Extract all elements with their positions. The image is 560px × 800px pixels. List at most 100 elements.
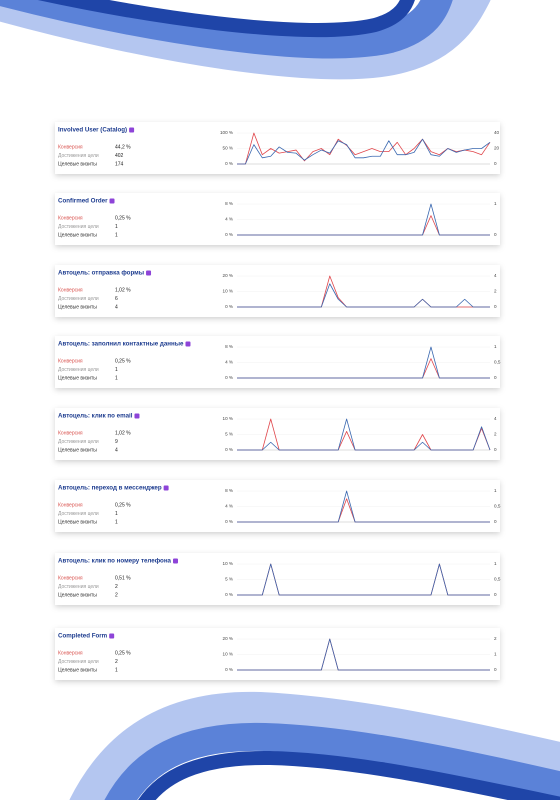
y-tick-label: 10 % xyxy=(223,652,233,657)
metric-value: 1,02 % xyxy=(115,287,131,293)
metric-value: 6 xyxy=(115,296,118,302)
metric-value: 402 xyxy=(115,153,124,159)
y-tick-label: 20 % xyxy=(223,636,233,641)
y-tick-label: 0 % xyxy=(225,592,233,597)
metric-value: 2 xyxy=(115,659,118,665)
y2-tick-label: 0 xyxy=(494,304,497,309)
metric-value: 0,25 % xyxy=(115,358,131,364)
y2-tick-label: 2 xyxy=(494,289,497,294)
y2-tick-label: 0 xyxy=(494,375,497,380)
metric-value: 4 xyxy=(115,447,118,453)
y2-tick-label: 0 xyxy=(494,447,497,452)
title-icon xyxy=(185,341,191,347)
series-line xyxy=(237,418,491,451)
y-tick-label: 5 % xyxy=(225,577,233,582)
metric-value: 0,25 % xyxy=(115,502,131,508)
y2-tick-label: 1 xyxy=(494,652,497,657)
y2-tick-label: 4 xyxy=(494,416,497,421)
metric-label: Достижения цели xyxy=(58,367,99,373)
series-line xyxy=(237,563,490,596)
y2-tick-label: 0 xyxy=(494,592,497,597)
card-background xyxy=(55,553,500,605)
card-title: Автоцель: клик по email xyxy=(58,413,133,420)
metric-value: 0,51 % xyxy=(115,575,131,581)
series-line xyxy=(237,203,490,236)
card-title: Автоцель: заполнил контактные данные xyxy=(58,341,184,348)
y-tick-label: 4 % xyxy=(225,360,233,365)
metric-label: Конверсия xyxy=(58,215,83,221)
y-tick-label: 4 % xyxy=(225,504,233,509)
y-tick-label: 100 % xyxy=(220,130,233,135)
title-icon xyxy=(134,413,140,419)
metric-label: Достижения цели xyxy=(58,511,99,517)
metric-value: 0,25 % xyxy=(115,215,131,221)
y-tick-label: 20 % xyxy=(223,273,233,278)
series-line xyxy=(237,490,490,523)
title-icon xyxy=(109,198,115,204)
title-icon xyxy=(129,127,135,133)
y-tick-label: 4 % xyxy=(225,217,233,222)
series-line xyxy=(237,638,490,671)
metric-label: Целевые визиты xyxy=(58,232,97,238)
title-icon xyxy=(163,485,169,491)
y-tick-label: 0 % xyxy=(225,447,233,452)
goal-card: Автоцель: отправка формы Конверсия 1,02 % Д… xyxy=(55,265,500,317)
metric-label: Достижения цели xyxy=(58,296,99,302)
title-icon xyxy=(173,558,178,564)
y2-tick-label: 0 xyxy=(494,667,497,672)
metric-label: Конверсия xyxy=(58,144,83,150)
metric-label: Достижения цели xyxy=(58,439,99,445)
y2-tick-label: 1 xyxy=(494,488,497,493)
y-tick-label: 8 % xyxy=(225,344,233,349)
card-title: Involved User (Catalog) xyxy=(58,127,127,134)
metric-label: Конверсия xyxy=(58,287,83,293)
metric-value: 1 xyxy=(115,519,118,525)
goal-card: Involved User (Catalog) Конверсия 44,2 % До… xyxy=(55,122,500,174)
metric-label: Конверсия xyxy=(58,430,83,436)
y2-tick-label: 1 xyxy=(494,561,497,566)
metric-label: Достижения цели xyxy=(58,659,99,665)
card-background xyxy=(55,628,500,680)
y-tick-label: 0 % xyxy=(225,667,233,672)
y-tick-label: 0 % xyxy=(225,375,233,380)
metric-label: Целевые визиты xyxy=(58,667,97,673)
metric-value: 1 xyxy=(115,367,118,373)
goal-card: Confirmed Order Конверсия 0,25 % Достижения… xyxy=(55,193,500,245)
y2-tick-label: 2 xyxy=(494,432,497,437)
metric-value: 0,25 % xyxy=(115,650,131,656)
y-tick-label: 8 % xyxy=(225,201,233,206)
card-background xyxy=(55,480,500,532)
series-line xyxy=(237,283,490,308)
y2-tick-label: 2 xyxy=(494,636,497,641)
metric-label: Целевые визиты xyxy=(58,447,97,453)
y-tick-label: 0 % xyxy=(225,519,233,524)
y-tick-label: 0 % xyxy=(225,161,233,166)
y-tick-label: 50 % xyxy=(223,146,233,151)
goal-card: Автоцель: переход в мессенджер Конверсия 0… xyxy=(55,480,501,532)
metric-label: Целевые визиты xyxy=(58,161,97,167)
metric-value: 1 xyxy=(115,375,118,381)
y-tick-label: 10 % xyxy=(223,561,233,566)
y2-tick-label: 1 xyxy=(494,344,497,349)
metric-value: 1 xyxy=(115,224,118,230)
card-title: Confirmed Order xyxy=(58,198,108,205)
bottom-waves xyxy=(69,691,560,800)
metric-label: Конверсия xyxy=(58,358,83,364)
y-tick-label: 10 % xyxy=(223,416,233,421)
metric-value: 4 xyxy=(115,304,118,310)
metric-label: Достижения цели xyxy=(58,584,99,590)
y2-tick-label: 0 xyxy=(494,519,497,524)
card-title: Автоцель: отправка формы xyxy=(58,270,144,277)
series-line xyxy=(237,346,490,379)
goal-card: Completed Form Конверсия 0,25 % Достижения … xyxy=(55,628,500,680)
y2-tick-label: 0 xyxy=(494,161,497,166)
card-background xyxy=(55,336,500,388)
y-tick-label: 5 % xyxy=(225,432,233,437)
y-tick-label: 0 % xyxy=(225,304,233,309)
metric-value: 1,02 % xyxy=(115,430,131,436)
metric-value: 2 xyxy=(115,592,118,598)
card-title: Completed Form xyxy=(58,633,108,640)
metric-label: Целевые визиты xyxy=(58,592,97,598)
y2-tick-label: 0 xyxy=(494,232,497,237)
